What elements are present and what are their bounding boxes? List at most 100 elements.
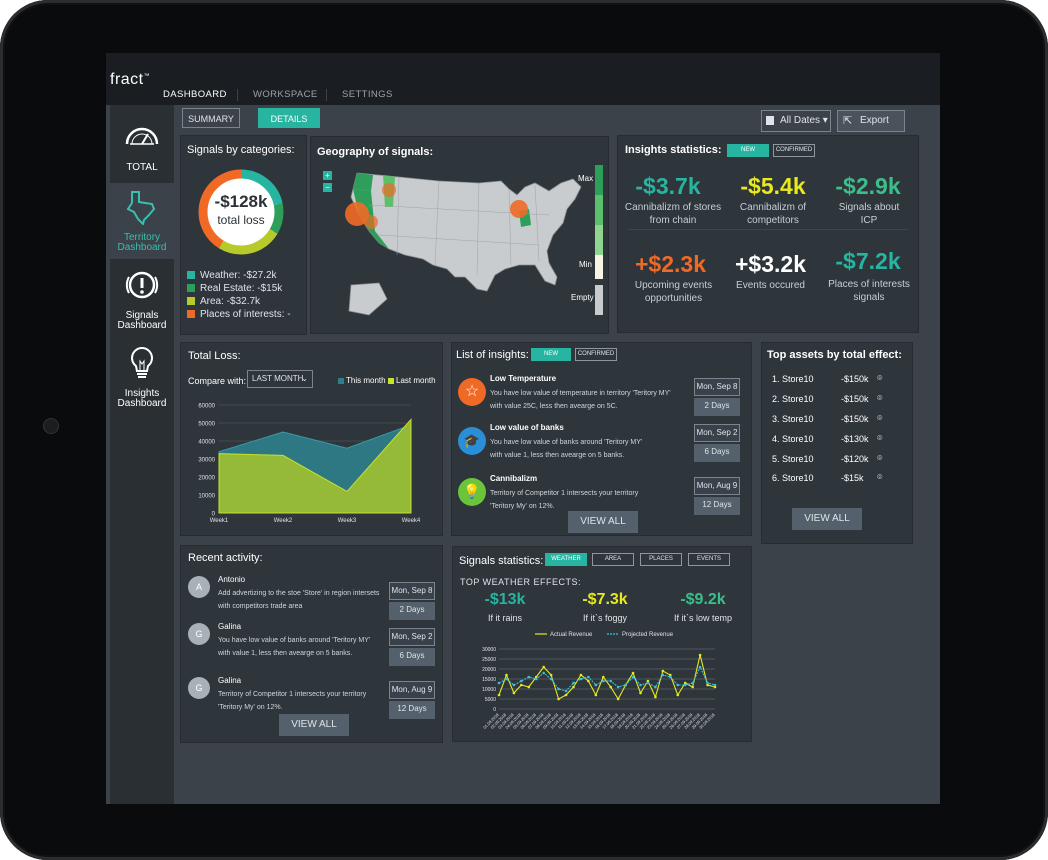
export-button[interactable]: ⇱ Export: [837, 110, 905, 132]
tab-weather[interactable]: WEATHER: [545, 553, 587, 566]
tab-dashboard[interactable]: DASHBOARD: [163, 89, 227, 100]
point-actual-revenue: [572, 685, 575, 689]
panel-title: Total Loss:: [188, 350, 241, 362]
asset-row[interactable]: 4. Store10: [772, 434, 814, 444]
tab-separator: [326, 89, 327, 101]
compare-label: Compare with:: [188, 376, 247, 386]
sidebar-item-insights-dashboard[interactable]: Insights Dashboard: [110, 339, 174, 415]
signal-bubble[interactable]: [364, 215, 378, 229]
assets-view-all-button[interactable]: VIEW ALL: [792, 508, 862, 530]
activity-desc: with value 1, less then avearge on 5 ban…: [218, 650, 353, 657]
avatar[interactable]: G: [188, 623, 210, 645]
activity-days[interactable]: 12 Days: [389, 701, 435, 719]
x-tick-label: Week3: [338, 518, 357, 524]
stat-label: Cannibalizm of stores from chain: [624, 202, 722, 226]
activity-days[interactable]: 2 Days: [389, 602, 435, 620]
avatar[interactable]: A: [188, 576, 210, 598]
asset-row[interactable]: 3. Store10: [772, 414, 814, 424]
location-pin-icon[interactable]: ⌾: [877, 393, 883, 403]
all-dates-dropdown[interactable]: All Dates ▾: [761, 110, 831, 132]
avatar[interactable]: G: [188, 677, 210, 699]
activity-user: Galina: [218, 622, 242, 631]
tab-new[interactable]: NEW: [727, 144, 769, 157]
point-actual-revenue: [594, 693, 598, 697]
lightbulb-icon: 💡: [458, 478, 486, 506]
point-projected-revenue: [542, 671, 545, 675]
legend-swatch: [187, 297, 195, 305]
point-actual-revenue: [527, 685, 531, 689]
legend-this-month: This month: [338, 376, 386, 385]
point-projected-revenue: [624, 683, 627, 687]
tablet-home-button[interactable]: [43, 418, 59, 434]
location-pin-icon[interactable]: ⌾: [877, 373, 883, 383]
location-pin-icon[interactable]: ⌾: [877, 453, 883, 463]
point-projected-revenue: [520, 679, 523, 683]
point-actual-revenue: [691, 685, 694, 689]
details-tab[interactable]: DETAILS: [258, 108, 320, 128]
legend-swatch: [388, 378, 394, 384]
point-actual-revenue: [542, 665, 545, 669]
activity-desc: You have low value of banks around 'Teri…: [218, 637, 371, 644]
tab-places[interactable]: PLACES: [640, 553, 682, 566]
panel-title: Top assets by total effect:: [767, 349, 902, 361]
tab-events[interactable]: EVENTS: [688, 553, 730, 566]
insight-date[interactable]: Mon, Sep 2: [694, 424, 740, 442]
sidebar-item-territory-dashboard[interactable]: Territory Dashboard: [110, 183, 174, 259]
insight-date[interactable]: Mon, Aug 9: [694, 477, 740, 495]
activity-date[interactable]: Mon, Sep 2: [389, 628, 435, 646]
signal-bubble[interactable]: [382, 183, 396, 197]
tab-workspace[interactable]: WORKSPACE: [253, 89, 318, 100]
location-pin-icon[interactable]: ⌾: [877, 413, 883, 423]
insight-days[interactable]: 2 Days: [694, 398, 740, 416]
location-pin-icon[interactable]: ⌾: [877, 472, 883, 482]
insight-title: Cannibalizm: [490, 474, 538, 483]
export-label: Export: [860, 115, 889, 126]
signal-bubble[interactable]: [345, 202, 369, 226]
dates-label: All Dates: [780, 115, 821, 126]
panel-title: Signals by categories:: [187, 144, 295, 156]
asset-row[interactable]: 1. Store10: [772, 374, 814, 384]
tab-confirmed[interactable]: CONFIRMED: [575, 348, 617, 361]
asset-row[interactable]: 2. Store10: [772, 394, 814, 404]
activity-date[interactable]: Mon, Aug 9: [389, 681, 435, 699]
activity-days[interactable]: 6 Days: [389, 648, 435, 666]
revenue-chart: Actual Revenue Projected Revenue 0 5000 1000…: [482, 632, 717, 730]
tab-new[interactable]: NEW: [531, 348, 571, 361]
app-logo[interactable]: fract™: [110, 71, 151, 88]
legend-projected-revenue: Projected Revenue: [622, 632, 674, 638]
tab-settings[interactable]: SETTINGS: [342, 89, 393, 100]
y-tick-label: 15000: [482, 677, 496, 683]
stat-value: -$5.4k: [740, 173, 806, 199]
insights-view-all-button[interactable]: VIEW ALL: [568, 511, 638, 533]
tab-confirmed[interactable]: CONFIRMED: [773, 144, 815, 157]
line-series-actual-revenue: [498, 654, 716, 701]
y-tick-label: 0: [212, 512, 216, 518]
tab-area[interactable]: AREA: [592, 553, 634, 566]
activity-view-all-button[interactable]: VIEW ALL: [279, 714, 349, 736]
activity-date[interactable]: Mon, Sep 8: [389, 582, 435, 600]
stat-label: Events occured: [736, 280, 805, 291]
insight-days[interactable]: 12 Days: [694, 497, 740, 515]
point-projected-revenue: [698, 665, 702, 669]
zoom-in-button[interactable]: +: [323, 171, 332, 180]
total-loss-value: -$128k: [214, 192, 268, 211]
y-tick-label: 5000: [485, 697, 496, 703]
sidebar-item-label: Territory Dashboard: [117, 232, 167, 253]
insight-date[interactable]: Mon, Sep 8: [694, 378, 740, 396]
point-actual-revenue: [534, 675, 538, 679]
sidebar-item-total[interactable]: TOTAL: [110, 107, 174, 183]
sidebar-item-signals-dashboard[interactable]: Signals Dashboard: [110, 261, 174, 337]
summary-tab[interactable]: SUMMARY: [182, 108, 240, 128]
location-pin-icon[interactable]: ⌾: [877, 433, 883, 443]
zoom-out-button[interactable]: −: [323, 183, 332, 192]
asset-row[interactable]: 6. Store10: [772, 473, 814, 483]
asset-row[interactable]: 5. Store10: [772, 454, 814, 464]
compare-select[interactable]: LAST MONTH ⌄: [247, 370, 313, 388]
calendar-icon: [766, 116, 774, 125]
donut-segment-real-estate: [198, 169, 284, 255]
insight-days[interactable]: 6 Days: [694, 444, 740, 462]
signal-bubble[interactable]: [510, 200, 528, 218]
us-map: [345, 172, 582, 316]
point-actual-revenue: [669, 673, 672, 677]
point-actual-revenue: [609, 685, 613, 689]
